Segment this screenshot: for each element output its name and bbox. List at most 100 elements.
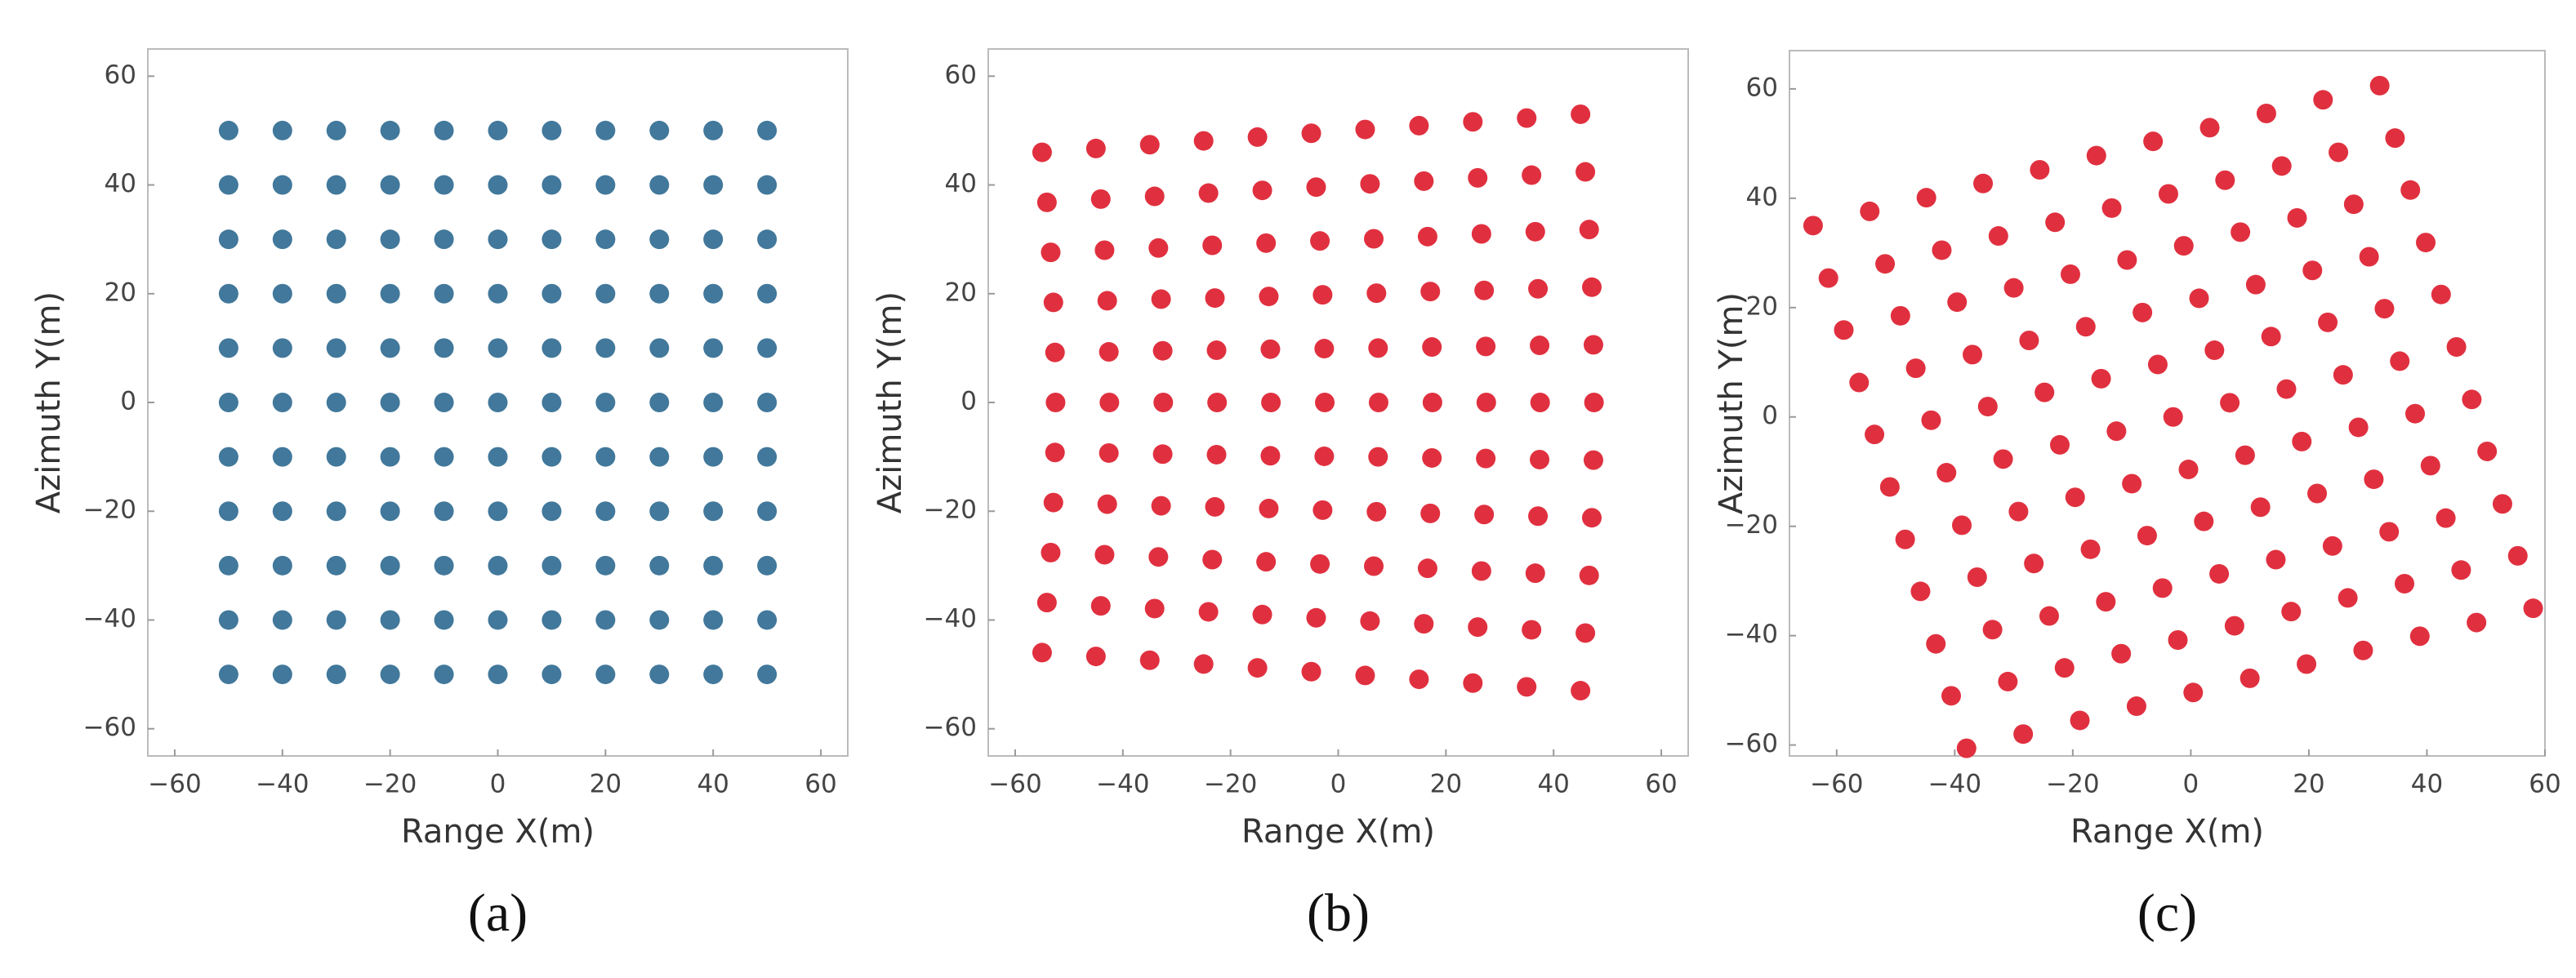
- y-tick-label: −60: [83, 713, 136, 742]
- x-tick-label: 60: [804, 770, 836, 799]
- point: [2451, 560, 2471, 580]
- point: [1414, 171, 1434, 191]
- y-axis-label: Azimuth Y(m): [30, 291, 68, 513]
- point: [1364, 556, 1384, 576]
- y-axis-label: Azimuth Y(m): [1713, 292, 1750, 514]
- point: [272, 229, 292, 250]
- point: [434, 229, 454, 250]
- point: [1517, 108, 1537, 128]
- point: [1476, 393, 1496, 412]
- y-tick-label: −20: [1725, 510, 1778, 540]
- point: [1313, 285, 1333, 305]
- point: [1517, 677, 1537, 697]
- point: [1259, 287, 1279, 307]
- point: [1952, 515, 1972, 536]
- point: [1153, 393, 1174, 412]
- point: [1530, 336, 1550, 356]
- point: [1360, 174, 1380, 194]
- y-tick-label: 40: [1746, 182, 1778, 211]
- point: [2240, 668, 2260, 688]
- point: [1045, 393, 1066, 412]
- point: [1941, 686, 1962, 706]
- point: [757, 175, 778, 195]
- point: [2126, 696, 2146, 717]
- point: [541, 229, 562, 250]
- point: [1355, 665, 1375, 686]
- point: [2348, 417, 2369, 438]
- point: [1890, 305, 1910, 326]
- point: [218, 555, 238, 576]
- point: [2322, 536, 2342, 556]
- point: [1583, 335, 1603, 355]
- point: [649, 120, 670, 140]
- point: [541, 393, 562, 412]
- point: [2318, 312, 2338, 332]
- point: [757, 501, 778, 522]
- point: [541, 501, 562, 522]
- point: [1366, 501, 1387, 522]
- point: [1905, 358, 1926, 379]
- point: [1205, 288, 1225, 309]
- point: [2261, 327, 2281, 347]
- point: [2183, 682, 2204, 703]
- point: [2477, 441, 2498, 461]
- x-tick-label: −60: [1810, 770, 1863, 799]
- point: [1094, 240, 1115, 260]
- point: [757, 229, 778, 250]
- x-tick-label: −20: [2046, 770, 2099, 799]
- x-tick-label: −40: [1096, 770, 1149, 799]
- point: [757, 283, 778, 304]
- point: [2420, 456, 2440, 476]
- point: [2297, 654, 2317, 674]
- point: [1360, 611, 1380, 631]
- point: [2523, 598, 2543, 619]
- point: [1144, 598, 1165, 619]
- point: [1306, 177, 1326, 198]
- point: [2313, 90, 2333, 110]
- x-axis-label: Range X(m): [1241, 813, 1435, 851]
- point: [380, 665, 400, 685]
- point: [2101, 198, 2122, 218]
- y-tick-label: 0: [120, 387, 136, 416]
- x-tick-label: 20: [2293, 770, 2324, 799]
- point: [2168, 630, 2188, 651]
- x-tick-label: −20: [363, 770, 417, 799]
- point: [2117, 250, 2137, 270]
- point: [218, 283, 238, 304]
- point: [1193, 654, 1214, 674]
- point: [1474, 505, 1495, 525]
- point: [1306, 607, 1326, 628]
- point: [1256, 552, 1277, 572]
- point: [1471, 224, 1491, 244]
- point: [541, 610, 562, 630]
- point: [1261, 393, 1281, 412]
- point: [703, 338, 724, 358]
- x-tick-label: 40: [1537, 770, 1569, 799]
- point: [1206, 340, 1227, 361]
- point: [2152, 578, 2173, 598]
- point: [1259, 498, 1279, 518]
- point: [218, 393, 238, 412]
- point: [1818, 268, 1838, 288]
- point: [2147, 354, 2168, 375]
- point: [2409, 626, 2430, 647]
- point: [2446, 337, 2467, 358]
- point: [703, 283, 724, 304]
- point: [1417, 226, 1437, 247]
- point: [434, 283, 454, 304]
- point: [541, 283, 562, 304]
- point: [2199, 118, 2220, 138]
- point: [1315, 393, 1335, 412]
- point: [1575, 162, 1596, 182]
- point: [2086, 145, 2106, 166]
- point: [703, 555, 724, 576]
- point: [757, 338, 778, 358]
- point: [1468, 167, 1488, 188]
- point: [1879, 477, 1900, 497]
- point: [1247, 658, 1268, 678]
- plot-frame: [1789, 50, 2546, 757]
- point: [1910, 581, 1931, 602]
- point: [1152, 444, 1173, 465]
- point: [2245, 274, 2266, 295]
- x-tick-label: 60: [2529, 770, 2560, 799]
